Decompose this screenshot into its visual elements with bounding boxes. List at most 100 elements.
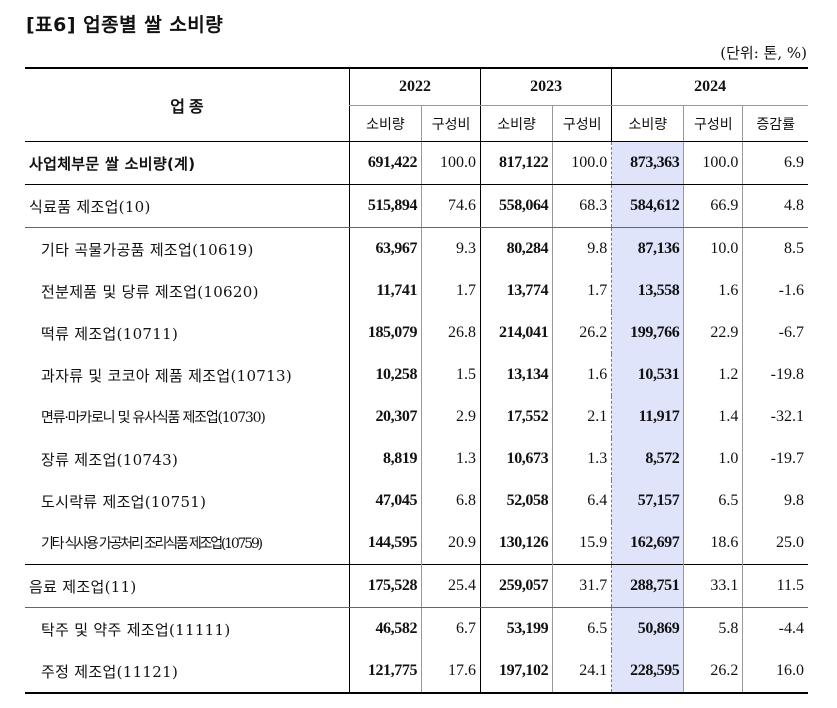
consumption-2022-cell: 63,967 xyxy=(348,227,422,270)
share-header-2022: 구성비 xyxy=(421,105,481,142)
consumption-2022-cell: 515,894 xyxy=(348,184,422,228)
share-header-2024: 구성비 xyxy=(683,105,743,142)
share-2022-cell: 25.4 xyxy=(421,564,481,608)
share-2024-cell: 5.8 xyxy=(683,607,743,650)
consumption-2024-cell: 8,572 xyxy=(611,438,685,480)
consumption-2022-cell: 144,595 xyxy=(348,522,422,565)
consumption-2023-cell: 259,057 xyxy=(480,564,553,608)
row-industry-name: 도시락류 제조업(10751) xyxy=(41,492,207,511)
consumption-2022-cell: 20,307 xyxy=(348,396,422,438)
share-2024-cell: 1.0 xyxy=(683,438,743,480)
change-rate-cell: -19.8 xyxy=(742,354,808,396)
change-rate-cell: -1.6 xyxy=(742,270,808,312)
row-industry-name: 기타 곡물가공품 제조업(10619) xyxy=(41,240,254,259)
consumption-2023-cell: 558,064 xyxy=(480,184,553,228)
change-rate-cell: 25.0 xyxy=(742,522,808,565)
consumption-2024-cell: 288,751 xyxy=(611,564,685,608)
consumption-2022-cell: 185,079 xyxy=(348,312,422,354)
share-2022-cell: 26.8 xyxy=(421,312,481,354)
share-2022-cell: 1.7 xyxy=(421,270,481,312)
consumption-2024-cell: 13,558 xyxy=(611,270,685,312)
share-2023-cell: 2.1 xyxy=(552,396,612,438)
share-2023-cell: 26.2 xyxy=(552,312,612,354)
share-2024-cell: 22.9 xyxy=(683,312,743,354)
consumption-2022-cell: 46,582 xyxy=(348,607,422,650)
share-2024-cell: 1.6 xyxy=(683,270,743,312)
consumption-2024-cell: 584,612 xyxy=(611,184,685,228)
change-rate-cell: 9.8 xyxy=(742,480,808,522)
share-2024-cell: 10.0 xyxy=(683,227,743,270)
table-row: 사업체부문 쌀 소비량(계) 691,422 100.0 817,122 100.0 87… xyxy=(25,141,808,185)
row-industry-name: 떡류 제조업(10711) xyxy=(41,324,179,343)
change-rate-cell: -32.1 xyxy=(742,396,808,438)
consumption-2024-cell: 873,363 xyxy=(611,141,685,185)
row-industry-name: 면류·마카로니 및 유사식품 제조업(10730) xyxy=(41,410,266,426)
table-row: 전분제품 및 당류 제조업(10620) 11,741 1.7 13,774 1.7 13… xyxy=(25,270,808,312)
change-rate-cell: -4.4 xyxy=(742,607,808,650)
share-2024-cell: 1.2 xyxy=(683,354,743,396)
consumption-2022-cell: 691,422 xyxy=(348,141,422,185)
consumption-2023-cell: 17,552 xyxy=(480,396,553,438)
share-2023-cell: 100.0 xyxy=(552,141,612,185)
change-rate-cell: -19.7 xyxy=(742,438,808,480)
row-industry-name: 음료 제조업(11) xyxy=(25,564,350,608)
share-2023-cell: 15.9 xyxy=(552,522,612,565)
change-rate-cell: 8.5 xyxy=(742,227,808,270)
table-row: 음료 제조업(11) 175,528 25.4 259,057 31.7 288,751 3… xyxy=(25,564,808,608)
consumption-2024-cell: 11,917 xyxy=(611,396,685,438)
share-2022-cell: 1.3 xyxy=(421,438,481,480)
share-2024-cell: 6.5 xyxy=(683,480,743,522)
consumption-2022-cell: 8,819 xyxy=(348,438,422,480)
consumption-2022-cell: 11,741 xyxy=(348,270,422,312)
share-2024-cell: 26.2 xyxy=(683,650,743,694)
industry-header: 업 종 xyxy=(25,67,350,142)
table-row: 도시락류 제조업(10751) 47,045 6.8 52,058 6.4 57,157 6… xyxy=(25,480,808,522)
share-2022-cell: 100.0 xyxy=(421,141,481,185)
consumption-2023-cell: 53,199 xyxy=(480,607,553,650)
share-2024-cell: 1.4 xyxy=(683,396,743,438)
change-rate-cell: 6.9 xyxy=(742,141,808,185)
consumption-2022-cell: 10,258 xyxy=(348,354,422,396)
rice-consumption-table: 업 종 2022 2023 2024 소비량 구성비 소비량 구성비 소비량 구… xyxy=(25,67,808,694)
table-row: 주정 제조업(11121) 121,775 17.6 197,102 24.1 228,5… xyxy=(25,650,808,694)
consumption-2023-cell: 130,126 xyxy=(480,522,553,565)
change-rate-cell: 4.8 xyxy=(742,184,808,228)
share-header-2023: 구성비 xyxy=(552,105,612,142)
change-rate-cell: 11.5 xyxy=(742,564,808,608)
share-2022-cell: 20.9 xyxy=(421,522,481,565)
change-rate-cell: -6.7 xyxy=(742,312,808,354)
share-2023-cell: 68.3 xyxy=(552,184,612,228)
share-2022-cell: 17.6 xyxy=(421,650,481,694)
consumption-2024-cell: 57,157 xyxy=(611,480,685,522)
consumption-2024-cell: 199,766 xyxy=(611,312,685,354)
consumption-2023-cell: 10,673 xyxy=(480,438,553,480)
unit-note: (단위: 톤, %) xyxy=(720,44,807,62)
consumption-header-2024: 소비량 xyxy=(611,105,684,142)
consumption-2024-cell: 228,595 xyxy=(611,650,685,694)
share-2022-cell: 6.7 xyxy=(421,607,481,650)
share-2022-cell: 6.8 xyxy=(421,480,481,522)
row-industry-name: 기타 식사용 가공처리 조리식품 제조업(10759) xyxy=(41,536,263,552)
row-industry-name: 탁주 및 약주 제조업(11111) xyxy=(41,620,231,639)
consumption-2023-cell: 13,774 xyxy=(480,270,553,312)
share-2023-cell: 24.1 xyxy=(552,650,612,694)
share-2023-cell: 6.5 xyxy=(552,607,612,650)
row-industry-name: 주정 제조업(11121) xyxy=(25,650,350,694)
table-row: 식료품 제조업(10) 515,894 74.6 558,064 68.3 584,612… xyxy=(25,184,808,228)
share-2023-cell: 1.3 xyxy=(552,438,612,480)
row-industry-name: 전분제품 및 당류 제조업(10620) xyxy=(41,282,259,301)
share-2022-cell: 9.3 xyxy=(421,227,481,270)
consumption-2024-cell: 50,869 xyxy=(611,607,685,650)
change-rate-cell: 16.0 xyxy=(742,650,808,694)
share-2022-cell: 2.9 xyxy=(421,396,481,438)
table-row: 과자류 및 코코아 제품 제조업(10713) 10,258 1.5 13,134 1.… xyxy=(25,354,808,396)
consumption-2022-cell: 175,528 xyxy=(348,564,422,608)
table-row: 기타 곡물가공품 제조업(10619) 63,967 9.3 80,284 9.8 87,… xyxy=(25,227,808,270)
row-industry-name: 사업체부문 쌀 소비량(계) xyxy=(25,141,350,185)
consumption-2023-cell: 817,122 xyxy=(480,141,553,185)
table-row: 면류·마카로니 및 유사식품 제조업(10730) 20,307 2.9 17,552… xyxy=(25,396,808,438)
share-2024-cell: 100.0 xyxy=(683,141,743,185)
share-2023-cell: 1.6 xyxy=(552,354,612,396)
table-row: 기타 식사용 가공처리 조리식품 제조업(10759) 144,595 20.9 13… xyxy=(25,522,808,565)
consumption-2023-cell: 80,284 xyxy=(480,227,553,270)
